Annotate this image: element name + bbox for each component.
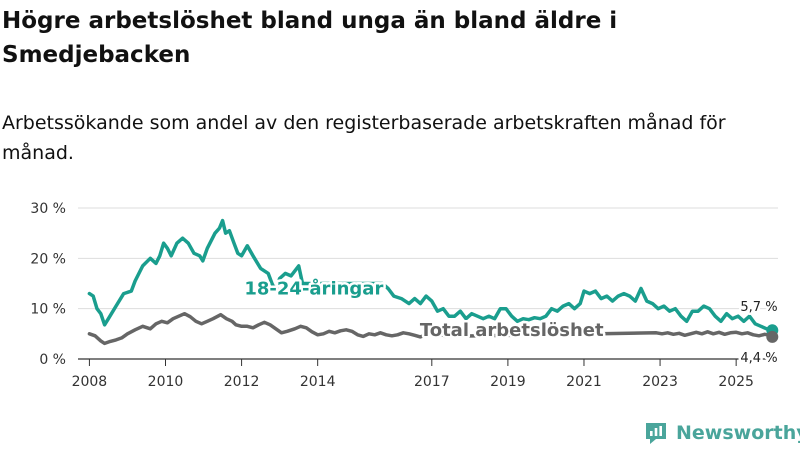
- x-tick-label: 2023: [642, 374, 678, 390]
- brand-name: Newsworthy: [676, 422, 800, 444]
- x-tick-label: 2025: [718, 374, 754, 390]
- series-label-total-halo: Total arbetslöshet: [420, 320, 604, 341]
- end-value-youth-halo: 5,7 %: [740, 300, 777, 315]
- y-tick-label: 10 %: [30, 302, 66, 318]
- brand-logo: Newsworthy: [644, 418, 800, 448]
- series-label-youth-halo: 18-24-åringar: [244, 278, 383, 300]
- x-tick-label: 2012: [224, 374, 260, 390]
- series-line-total: [87, 311, 775, 346]
- x-tick-label: 2010: [148, 374, 184, 390]
- x-tick-label: 2008: [72, 374, 108, 390]
- series-line-youth: [87, 218, 775, 333]
- series-label-total: Total arbetslöshet: [420, 320, 604, 341]
- y-tick-label: 30 %: [30, 201, 66, 217]
- end-marker-total: [766, 330, 779, 343]
- end-value-total-halo: 4,4 %: [740, 351, 777, 366]
- y-tick-label: 0 %: [39, 352, 66, 368]
- end-value-youth: 5,7 %: [740, 300, 777, 315]
- series-lines: [87, 218, 779, 346]
- x-tick-label: 2017: [414, 374, 450, 390]
- y-axis: 0 % 10 % 20 % 30 %: [30, 201, 66, 368]
- x-axis: 2008 2010 2012 2014 2017 2019 2021 2023 2025: [72, 359, 754, 390]
- x-tick-label: 2014: [300, 374, 336, 390]
- newsworthy-logo-icon: [646, 423, 666, 444]
- chart-subtitle: Arbetssökande som andel av den registerb…: [2, 112, 726, 164]
- chart-title: Högre arbetslöshet bland unga än bland ä…: [2, 8, 618, 68]
- end-value-total: 4,4 %: [740, 351, 777, 366]
- series-label-youth: 18-24-åringar: [244, 278, 383, 300]
- y-tick-label: 20 %: [30, 251, 66, 267]
- x-tick-label: 2019: [490, 374, 526, 390]
- x-tick-label: 2021: [566, 374, 602, 390]
